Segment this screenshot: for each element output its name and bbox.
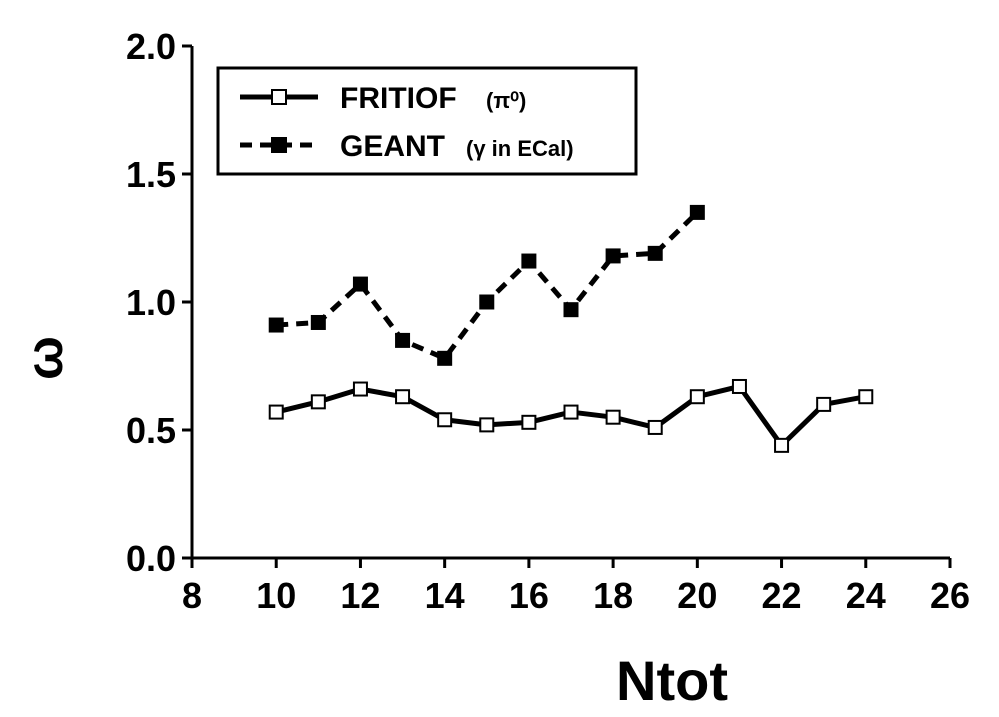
data-point-geant [521,253,537,269]
data-point-fritiof [310,394,326,410]
data-point-fritiof [647,419,663,435]
x-tick-label: 24 [846,575,886,616]
data-point-geant [310,314,326,330]
data-point-fritiof [563,404,579,420]
data-point-geant [352,276,368,292]
x-tick-label: 14 [425,575,465,616]
legend-box [216,66,638,176]
y-tick-label: 1.0 [126,282,176,323]
x-axis-title: Ntot [616,649,728,712]
data-point-geant [395,332,411,348]
series-line-geant [276,210,700,361]
data-point-fritiof [395,389,411,405]
data-point-geant [689,204,705,220]
data-point-geant [563,302,579,318]
data-point-fritiof [352,381,368,397]
y-tick-label: 2.0 [126,26,176,67]
data-point-geant [268,317,284,333]
data-point-fritiof [774,437,790,453]
x-tick-label: 26 [930,575,970,616]
data-point-fritiof [731,378,747,394]
legend-label-geant: GEANT [340,130,445,163]
data-point-geant [605,248,621,264]
data-point-fritiof [437,412,453,428]
x-tick-label: 20 [677,575,717,616]
data-point-fritiof [689,389,705,405]
tick-labels: 0.0 0.5 1.0 1.5 2.0 8 10 12 14 16 18 20 22 24 26 [126,26,970,616]
x-tick-label: 22 [762,575,802,616]
data-point-fritiof [816,396,832,412]
y-tick-label: 0.5 [126,410,176,451]
data-point-geant [479,294,495,310]
data-point-fritiof [268,404,284,420]
data-point-geant [437,350,453,366]
axes [182,44,952,568]
x-tick-label: 18 [593,575,633,616]
data-point-fritiof [479,417,495,433]
legend-suffix-fritiof: (π⁰) [486,88,526,113]
x-tick-label: 10 [256,575,296,616]
x-tick-label: 8 [182,575,202,616]
series [268,204,874,453]
y-axis-title: ω [16,336,74,380]
data-point-fritiof [521,414,537,430]
y-tick-label: 0.0 [126,538,176,579]
data-point-geant [647,245,663,261]
legend-suffix-geant: (γ in ECal) [466,136,574,161]
legend-label-fritiof: FRITIOF [340,82,457,115]
x-tick-label: 16 [509,575,549,616]
x-tick-label: 12 [340,575,380,616]
legend-marker-geant [271,137,287,153]
legend-marker-fritiof [271,89,287,105]
y-tick-label: 1.5 [126,154,176,195]
data-point-fritiof [605,409,621,425]
data-point-fritiof [858,389,874,405]
legend: FRITIOF (π⁰) GEANT (γ in ECal) [216,66,638,176]
